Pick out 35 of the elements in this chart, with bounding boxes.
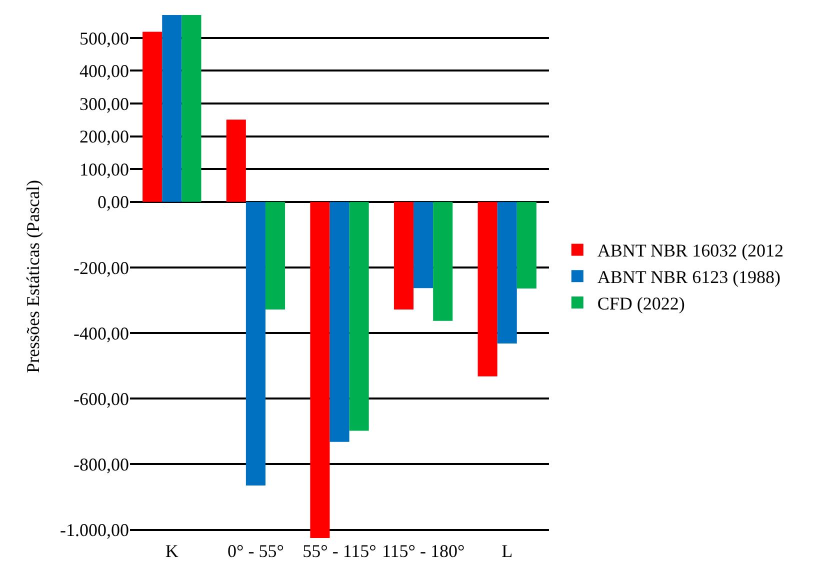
bar [330,202,350,442]
bar [310,202,330,538]
y-tick-label: 400,00 [80,61,129,82]
y-tick-label: -800,00 [74,454,129,475]
bar [478,202,498,376]
y-axis-title: Pressões Estáticas (Pascal) [23,180,44,373]
bar [516,202,536,288]
bar [265,202,286,310]
y-tick-label: -1.000,00 [60,520,129,540]
x-tick-label: 55° - 115° [302,541,376,561]
legend-label: ABNT NBR 16032 (2012 [597,240,784,261]
bar [414,202,434,288]
y-tick-label: 0,00 [98,192,129,212]
legend-label: ABNT NBR 6123 (1988) [597,267,781,288]
y-tick-label: -600,00 [74,388,129,409]
y-tick-label: -200,00 [74,258,129,278]
y-tick-label: -400,00 [74,323,129,344]
bar [182,15,202,202]
x-tick-label: 0° - 55° [228,541,284,561]
bar [433,202,453,321]
bar [142,32,162,202]
bar [497,202,517,344]
bar [226,120,246,202]
bar [162,15,182,202]
legend-label: CFD (2022) [597,294,685,314]
bar [246,202,266,486]
y-tick-label: 500,00 [80,28,129,48]
x-tick-label: 115° - 180° [382,541,465,561]
y-tick-label: 100,00 [80,159,129,180]
x-tick-label: K [165,541,178,561]
x-tick-label: L [502,541,513,561]
y-tick-label: 200,00 [80,126,129,147]
bar [349,202,369,431]
bar [394,202,414,310]
y-tick-label: 300,00 [80,94,129,114]
